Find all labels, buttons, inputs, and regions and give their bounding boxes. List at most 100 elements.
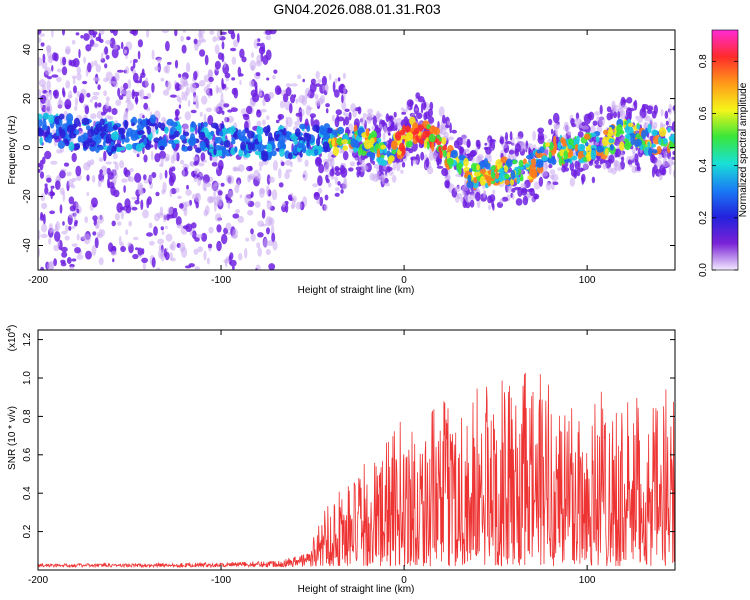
spectrogram-dot	[47, 261, 55, 270]
spectrogram-dot	[161, 189, 166, 195]
spectrogram-dot	[237, 180, 240, 188]
spectrogram-ridge-blob	[429, 125, 436, 134]
spectrogram-dot	[165, 233, 173, 242]
spectrogram-ridge-blob	[616, 123, 623, 134]
spectrogram-dot	[335, 187, 340, 192]
spectrogram-ridge-blob	[363, 139, 372, 150]
spectrogram-dot	[327, 182, 332, 188]
spectrogram-dot	[274, 85, 282, 96]
spectrogram-dot	[111, 108, 118, 115]
spectrogram-dot	[44, 98, 50, 107]
spectrogram-dot	[665, 120, 669, 126]
spectrogram-dot	[125, 66, 130, 75]
spectrogram-ridge-blob	[535, 158, 544, 168]
spectrogram-ridge-blob	[398, 142, 405, 152]
spectrogram-dot	[104, 46, 109, 55]
spectrogram-dot	[72, 77, 76, 85]
spectrogram-dot	[255, 72, 261, 77]
spectrogram-dot	[570, 118, 575, 126]
spectrogram-dot	[446, 120, 451, 126]
spectrogram-ridge-blob	[442, 145, 447, 152]
spectrogram-dot	[400, 169, 404, 174]
spectrogram-dot	[509, 131, 513, 141]
spectrogram-dot	[341, 101, 347, 110]
spectrogram-dot	[537, 127, 545, 134]
spectrogram-dot	[194, 266, 200, 270]
spectrogram-dot	[44, 104, 51, 115]
spectrogram-dot	[73, 210, 77, 221]
spectrogram-dot	[410, 157, 414, 167]
spectrogram-dot	[272, 240, 278, 251]
spectrogram-ridge-blob	[319, 124, 325, 135]
spectrogram-dot	[223, 103, 230, 108]
spectrogram-dot	[417, 96, 425, 103]
spectrogram-dot	[143, 174, 147, 181]
spectrogram-dot	[189, 232, 194, 236]
spectrogram-dot	[76, 73, 82, 81]
spectrogram-ridge-blob	[58, 126, 62, 134]
spectrogram-dot	[313, 192, 320, 197]
spectrogram-ridge-blob	[295, 128, 301, 137]
spectrogram-ridge-blob	[342, 145, 348, 151]
spectrogram-dot	[211, 161, 218, 167]
spectrogram-dot	[499, 139, 503, 144]
spectrogram-dot	[214, 60, 221, 70]
spectrogram-ridge-blob	[473, 171, 481, 177]
spectrogram-dot	[660, 108, 664, 117]
spectrogram-dot	[321, 75, 327, 86]
spectrogram-dot	[44, 67, 52, 76]
spectrogram-dot	[271, 232, 276, 243]
spectrogram-ridge-blob	[456, 163, 463, 169]
spectrogram-dot	[668, 103, 673, 115]
spectrogram-ridge-blob	[312, 124, 321, 132]
spectrogram-dot	[295, 201, 302, 210]
spectrogram-dot	[545, 182, 552, 191]
spectrogram-dot	[74, 105, 78, 112]
spectrogram-ridge-blob	[568, 138, 574, 146]
spectrogram-dot	[57, 99, 64, 108]
spectrogram-dot	[194, 236, 200, 242]
spectrogram-dot	[309, 113, 316, 119]
spectrogram-dot	[223, 259, 230, 264]
spectrogram-dot	[113, 189, 120, 198]
spectrogram-dot	[392, 174, 397, 183]
spectrogram-dot	[76, 233, 80, 241]
spectrogram-dot	[213, 181, 220, 186]
spectrogram-dot	[185, 86, 190, 96]
spectrogram-dot	[41, 223, 48, 233]
spectrogram-ridge-blob	[73, 117, 80, 127]
spectrogram-dot	[379, 163, 382, 173]
spectrogram-dot	[216, 240, 222, 252]
spectrogram-dot	[625, 107, 632, 118]
spectrogram-dot	[93, 60, 98, 67]
spectrogram-dot	[193, 94, 199, 103]
spectrogram-dot	[205, 107, 213, 113]
snr-y-tick-label: 0.6	[22, 447, 33, 461]
spectrogram-dot	[574, 160, 579, 170]
spectrogram-ridge-blob	[388, 155, 395, 162]
spectrogram-ridge-blob	[210, 122, 219, 129]
spectrogram-x-tick-label: 100	[579, 275, 596, 286]
spectrogram-dot	[246, 105, 253, 115]
spectrogram-dot	[333, 89, 340, 98]
spectrogram-dot	[56, 149, 63, 154]
spectrogram-dot	[137, 50, 141, 60]
spectrogram-dot	[182, 168, 185, 177]
spectrogram-dot	[166, 213, 170, 221]
spectrogram-dot	[619, 109, 626, 120]
spectrogram-ridge-blob	[441, 137, 447, 145]
spectrogram-ridge-blob	[203, 121, 208, 127]
spectrogram-ridge-blob	[623, 138, 629, 143]
spectrogram-dot	[158, 248, 164, 259]
spectrogram-y-ticks: -40 -20 0 20 40	[22, 44, 675, 253]
spectrogram-ridge-blob	[73, 143, 80, 150]
spectrogram-dot	[87, 62, 92, 73]
spectrogram-dot	[125, 100, 132, 104]
spectrogram-ridge-blob	[647, 141, 651, 148]
spectrogram-ridge-blob	[88, 138, 93, 143]
spectrogram-dot	[164, 251, 170, 261]
spectrogram-ridge-blob	[498, 168, 505, 174]
spectrogram-dot	[143, 154, 148, 163]
spectrogram-ridge-blob	[520, 173, 524, 182]
spectrogram-dot	[231, 56, 237, 65]
